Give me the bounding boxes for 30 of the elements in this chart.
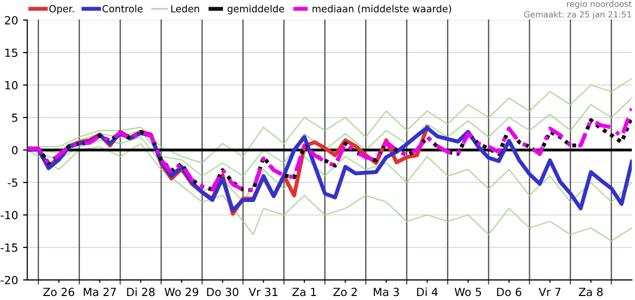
x-tick-label: Vr 7 (538, 288, 560, 296)
y-tick-label: -10 (0, 210, 18, 220)
x-tick-label: Do 6 (497, 288, 522, 296)
legend-label: gemiddelde (228, 4, 284, 14)
x-tick-label: Di 4 (417, 288, 438, 296)
legend-label: Oper. (49, 5, 74, 14)
x-tick-label: Ma 3 (374, 288, 399, 296)
x-tick-label: Wo 5 (454, 288, 482, 296)
y-tick-label: -5 (8, 178, 18, 187)
text: regio noordoost (567, 0, 632, 9)
x-tick-label: Di 28 (127, 288, 155, 296)
text: Gemaakt: za 25 jan 21:51 (524, 11, 632, 20)
x-tick-label: Za 8 (578, 288, 603, 296)
y-tick-label: -15 (0, 244, 18, 252)
y-tick-label: -20 (0, 276, 18, 284)
x-tick-label: Za 1 (292, 288, 316, 296)
y-tick-label: 5 (12, 114, 18, 122)
x-tick-label: Wo 29 (164, 288, 198, 296)
legend-label: Controle (102, 4, 143, 12)
y-tick-label: 15 (5, 48, 18, 57)
x-tick-label: Zo 2 (333, 288, 357, 296)
x-tick-label: Zo 26 (43, 288, 74, 296)
y-tick-label: 20 (4, 16, 18, 24)
x-tick-label: Do 30 (207, 288, 238, 296)
y-tick-label: 0 (12, 146, 18, 154)
x-tick-label: Ma 27 (84, 288, 116, 296)
y-tick-label: 10 (5, 81, 18, 90)
legend-label: Leden (171, 4, 200, 12)
legend-label: mediaan (middelste waarde) (312, 4, 452, 14)
x-tick-label: Vr 31 (248, 288, 278, 296)
